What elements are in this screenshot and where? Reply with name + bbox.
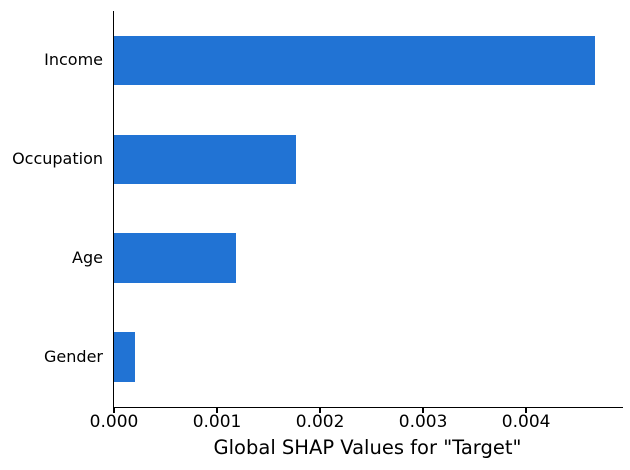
y-tick-label: Gender [44,347,103,367]
y-tick-label: Income [44,50,103,70]
bar-age [114,233,236,283]
x-tick-mark [422,408,424,413]
x-tick-mark [216,408,218,413]
x-tick-label: 0.003 [398,412,448,432]
y-tick-label: Occupation [12,149,103,169]
x-tick-label: 0.001 [192,412,242,432]
x-axis-title: Global SHAP Values for "Target" [213,436,522,459]
bar-occupation [114,134,297,185]
bar-income [114,35,596,86]
x-tick-label: 0.002 [295,412,345,432]
y-tick-label: Age [72,248,103,268]
x-tick-mark [113,408,115,413]
x-tick-label: 0.000 [89,412,139,432]
x-tick-label: 0.004 [501,412,551,432]
bar-gender [114,332,135,382]
plot-area [112,11,623,408]
x-tick-mark [319,408,321,413]
x-tick-mark [525,408,527,413]
